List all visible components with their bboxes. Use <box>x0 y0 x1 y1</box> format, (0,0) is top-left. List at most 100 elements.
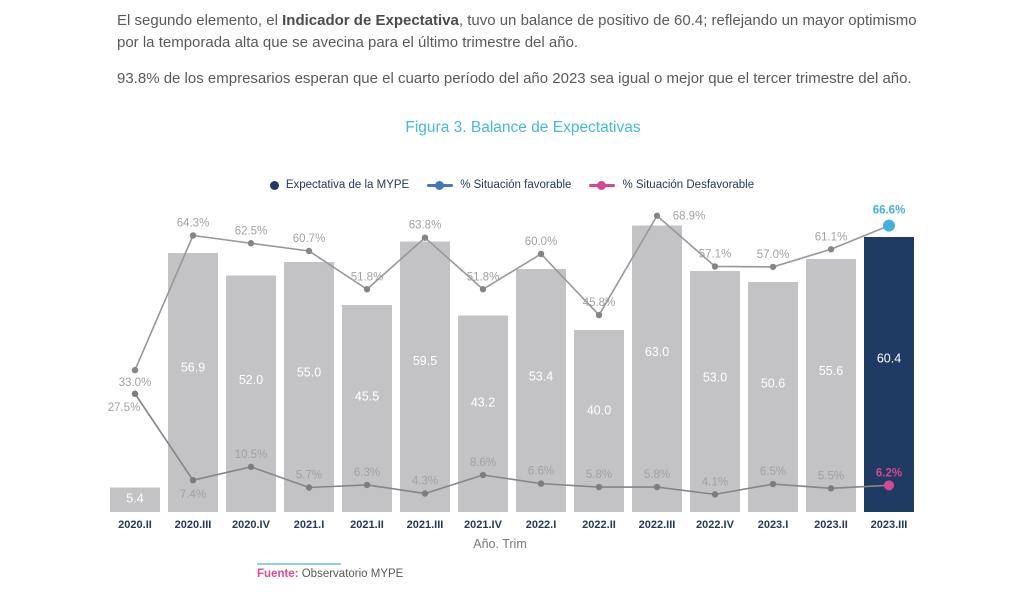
line-value-label-desfavorable-2022.III: 5.8% <box>644 469 670 481</box>
bar-value-label-2023.III: 60.4 <box>877 352 901 366</box>
marker-desfavorable-2023.III <box>884 480 894 491</box>
marker-favorable-2023.I <box>769 263 777 271</box>
legend-label: % Situación Desfavorable <box>622 179 755 191</box>
x-axis-label-2023.III: 2023.III <box>871 519 908 531</box>
bar-2023.II <box>806 259 856 512</box>
bar-value-label-2021.IV: 43.2 <box>471 395 495 409</box>
marker-favorable-2022.III <box>653 212 661 219</box>
marker-desfavorable-2022.I <box>537 480 545 487</box>
line-value-label-favorable-2022.III: 68.9% <box>673 211 706 223</box>
marker-desfavorable-2020.IV <box>247 463 255 471</box>
x-axis-label-2021.II: 2021.II <box>350 519 384 531</box>
line-value-label-favorable-2021.I: 60.7% <box>293 233 326 245</box>
legend-line-dot-icon <box>589 180 616 190</box>
x-axis-label-2022.I: 2022.I <box>526 519 557 531</box>
line-value-label-desfavorable-2021.I: 5.7% <box>296 469 322 481</box>
bar-value-label-2021.III: 59.5 <box>413 354 437 368</box>
line-value-label-favorable-2023.II: 61.1% <box>815 231 848 243</box>
x-axis-label-2020.II: 2020.II <box>118 519 152 531</box>
line-value-label-favorable-2023.I: 57.0% <box>757 249 790 261</box>
bar-value-label-2023.II: 55.6 <box>819 364 843 378</box>
figure-title: Figura 3. Balance de Expectativas <box>405 119 641 136</box>
line-value-label-desfavorable-2020.II: 27.5% <box>108 402 141 414</box>
marker-favorable-2022.IV <box>711 263 719 270</box>
bar-value-label-2022.I: 53.4 <box>529 369 553 383</box>
legend-dot-icon <box>269 180 279 190</box>
x-axis-title: Año. Trim <box>473 537 527 551</box>
line-value-label-favorable-2021.II: 51.8% <box>351 271 384 283</box>
x-axis-label-2022.III: 2022.III <box>639 519 676 531</box>
line-value-label-desfavorable-2022.IV: 4.1% <box>702 476 728 488</box>
marker-desfavorable-2022.III <box>653 483 661 491</box>
x-axis-label-2022.II: 2022.II <box>582 519 616 531</box>
line-favorable <box>134 214 890 371</box>
bar-2021.IV <box>458 315 508 512</box>
paragraph-1-bold: Indicador de Expectativa <box>282 12 459 29</box>
line-value-label-desfavorable-2021.IV: 8.6% <box>470 457 496 469</box>
marker-desfavorable-2020.II <box>131 390 139 397</box>
legend-label: % Situación favorable <box>460 179 572 191</box>
bar-value-label-2021.II: 45.5 <box>355 390 379 404</box>
x-axis-label-2023.I: 2023.I <box>758 519 789 531</box>
legend-label: Expectativa de la MYPE <box>285 179 410 191</box>
bar-value-label-2021.I: 55.0 <box>297 365 321 379</box>
legend-line-dot-icon <box>427 180 454 190</box>
x-axis-label-2023.II: 2023.II <box>814 519 848 531</box>
x-axis-label-2020.IV: 2020.IV <box>232 519 271 531</box>
line-value-label-favorable-2021.III: 63.8% <box>409 220 442 232</box>
line-value-label-favorable-2023.III: 66.6% <box>873 205 906 217</box>
line-value-label-desfavorable-2020.IV: 10.5% <box>235 449 268 461</box>
x-axis-label-2021.I: 2021.I <box>294 519 325 531</box>
marker-favorable-2021.II <box>363 286 371 293</box>
marker-desfavorable-2021.IV <box>479 471 487 479</box>
line-desfavorable <box>134 393 890 496</box>
paragraph-2: 93.8% de los empresarios esperan que el … <box>117 70 912 87</box>
marker-favorable-2023.II <box>827 246 835 253</box>
marker-favorable-2021.I <box>305 247 313 255</box>
bar-2022.IV <box>690 270 740 512</box>
legend-item--situaci-n-favorable: % Situación favorable <box>427 179 571 191</box>
bar-value-label-2023.I: 50.6 <box>761 377 785 391</box>
line-value-label-desfavorable-2023.II: 5.5% <box>818 470 844 482</box>
source-value: Observatorio MYPE <box>298 568 404 580</box>
bar-2022.I <box>516 269 566 512</box>
line-value-label-desfavorable-2022.I: 6.6% <box>528 466 554 478</box>
marker-desfavorable-2021.II <box>363 481 371 489</box>
bar-value-label-2022.II: 40.0 <box>587 404 611 418</box>
bar-2021.I <box>284 261 334 512</box>
bar-value-label-2020.IV: 52.0 <box>239 373 263 387</box>
marker-desfavorable-2021.I <box>305 484 313 491</box>
bar-value-label-2022.IV: 53.0 <box>703 370 727 384</box>
line-value-label-favorable-2022.IV: 57.1% <box>699 248 732 260</box>
marker-favorable-2020.IV <box>247 240 255 247</box>
source-divider <box>257 563 341 565</box>
line-value-label-favorable-2020.II: 33.0% <box>119 377 152 389</box>
marker-favorable-2020.III <box>189 232 197 239</box>
legend-item--situaci-n-desfavorable: % Situación Desfavorable <box>589 179 754 191</box>
x-axis-label-2021.IV: 2021.IV <box>464 519 503 531</box>
marker-desfavorable-2020.III <box>189 476 197 484</box>
source-label: Fuente: <box>257 568 299 580</box>
line-value-label-favorable-2020.IV: 62.5% <box>235 225 268 237</box>
line-value-label-favorable-2021.IV: 51.8% <box>467 271 500 283</box>
paragraph-1-prefix: El segundo elemento, el <box>117 12 283 29</box>
line-value-label-desfavorable-2020.III: 7.4% <box>180 489 206 501</box>
bar-2020.II <box>110 487 160 512</box>
x-axis-label-2020.III: 2020.III <box>175 519 212 531</box>
line-value-label-favorable-2022.II: 45.8% <box>583 297 616 309</box>
marker-favorable-2022.II <box>595 311 603 319</box>
line-value-label-desfavorable-2021.III: 4.3% <box>412 476 438 488</box>
source-note: Fuente: Observatorio MYPE <box>257 568 403 580</box>
marker-favorable-2021.III <box>421 234 429 241</box>
bar-value-label-2020.II: 5.4 <box>126 492 143 506</box>
line-value-label-desfavorable-2023.III: 6.2% <box>876 467 902 479</box>
paragraph-1-suffix: , tuvo un balance de positivo de 60.4; r… <box>117 12 917 51</box>
marker-desfavorable-2023.II <box>827 485 835 492</box>
line-value-label-favorable-2022.I: 60.0% <box>525 236 558 248</box>
marker-desfavorable-2021.III <box>421 490 429 497</box>
bar-value-label-2020.III: 56.9 <box>181 361 205 375</box>
bar-2020.III <box>168 253 218 513</box>
bar-2021.III <box>400 241 450 512</box>
bar-2023.III <box>864 237 914 512</box>
